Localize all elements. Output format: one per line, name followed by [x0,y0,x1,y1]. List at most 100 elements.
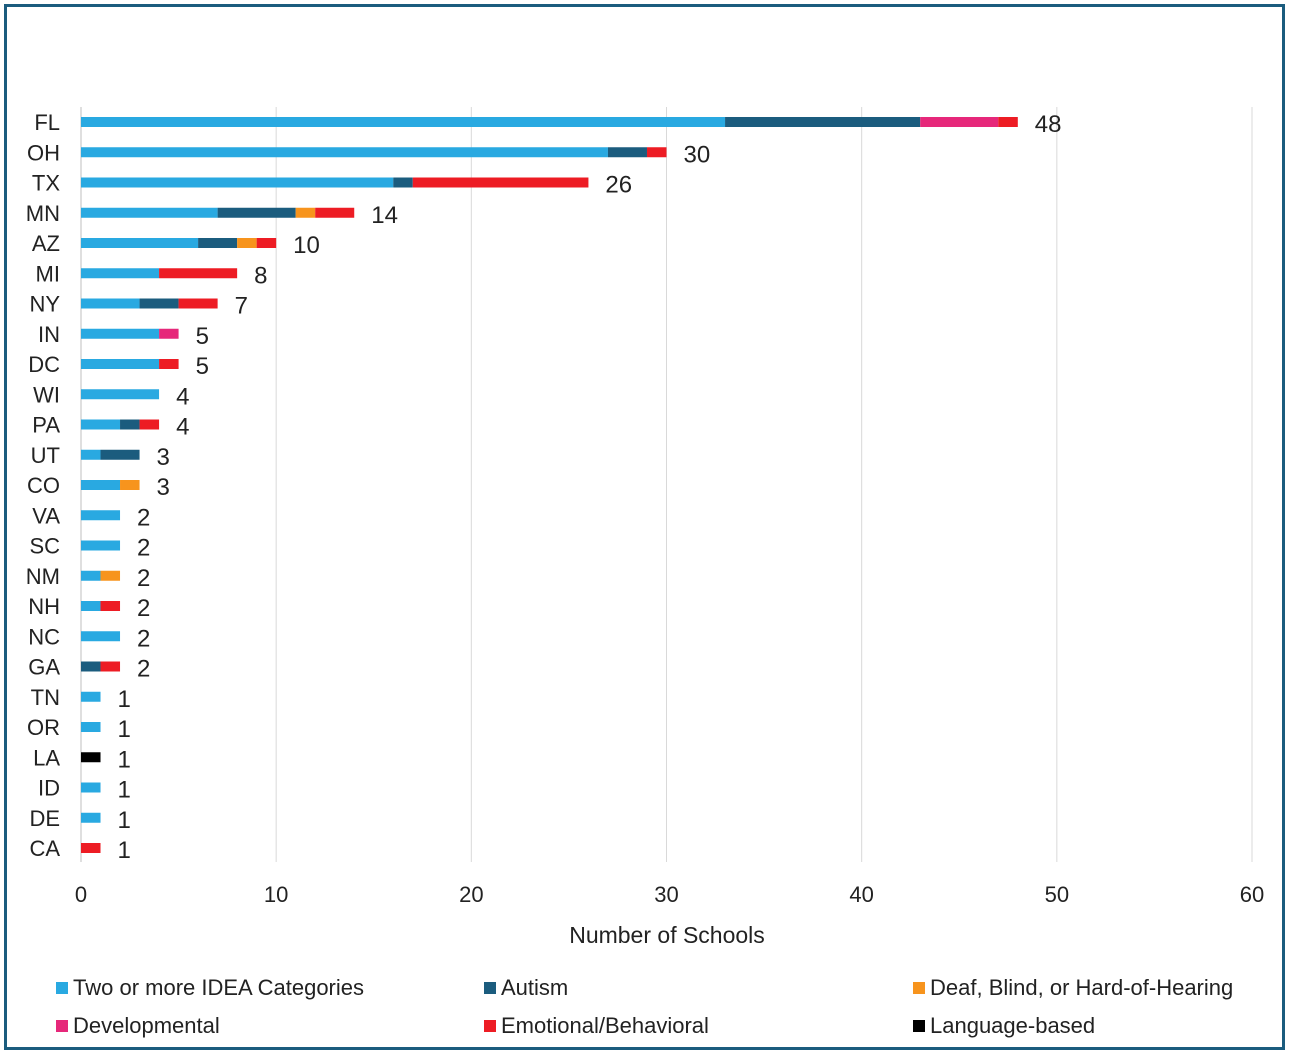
data-label: 26 [605,172,632,199]
bar-segment [81,752,101,763]
bar-segment [81,722,101,732]
data-label: 1 [118,686,131,713]
bar-segment [81,389,160,400]
data-label: 8 [254,262,267,289]
bar-segment [81,510,121,521]
bar-segment [159,268,238,279]
y-tick-label: FL [34,110,60,135]
bar-segment [81,359,160,369]
data-label: 2 [137,565,150,592]
bar-segment [646,147,667,158]
data-label: 4 [176,383,189,410]
bar-segment [100,661,121,672]
data-label: 3 [157,474,170,501]
y-tick-label: SC [29,534,60,559]
bar-segment [81,117,726,127]
bar-segment [237,238,257,248]
bar-segment [139,298,179,309]
bar-segment [81,691,101,702]
bar-segment [100,449,140,460]
data-label: 2 [137,504,150,531]
bar-segment [81,207,218,218]
y-tick-label: UT [31,443,60,468]
data-label: 2 [137,656,150,683]
data-label: 2 [137,625,150,652]
y-tick-label: OR [27,715,60,740]
bar-segment [100,601,121,611]
bar-segment [81,843,101,853]
bar-segment [81,661,101,672]
x-axis-title: Number of Schools [569,922,765,948]
bar-segment [81,298,140,309]
data-label: 3 [157,444,170,471]
y-tick-label: MN [26,201,60,226]
y-tick-label: ID [38,776,60,801]
y-tick-label: TX [32,171,60,196]
data-label: 48 [1035,111,1062,138]
data-label: 1 [118,746,131,773]
bar-segment [81,419,121,430]
bar-segment [159,359,179,369]
bar-segment [393,177,413,188]
bar-segment [81,782,101,793]
bar-segment [81,570,101,581]
y-tick-label: CA [29,836,60,861]
data-label: 2 [137,535,150,562]
bar-segment [315,207,355,218]
x-tick-label: 40 [849,882,873,907]
data-label: 1 [118,837,131,864]
bar-segment [139,419,160,430]
y-tick-label: VA [32,503,60,528]
y-tick-label: DC [28,352,60,377]
x-tick-label: 10 [264,882,288,907]
data-label: 1 [118,716,131,743]
bar-segment [81,449,101,460]
y-tick-label: MI [36,261,60,286]
x-tick-label: 30 [654,882,678,907]
data-label: 30 [684,141,711,168]
x-tick-label: 20 [459,882,483,907]
bar-segment [920,117,999,127]
bar-segment [81,601,101,611]
data-label: 5 [196,323,209,350]
x-tick-label: 60 [1240,882,1264,907]
bar-segment [81,328,160,339]
bar-segment [81,540,121,551]
data-label: 10 [293,232,320,259]
bar-segment [998,117,1018,127]
y-tick-label: DE [29,806,60,831]
y-tick-label: NY [29,292,60,317]
y-tick-label: NH [28,594,60,619]
bar-segment [217,207,296,218]
bar-segment [159,328,179,339]
bar-segment [81,147,608,158]
y-tick-label: WI [33,382,60,407]
y-tick-label: CO [27,473,60,498]
bar-segment [178,298,218,309]
y-tick-label: TN [31,685,60,710]
data-label: 5 [196,353,209,380]
data-label: 1 [118,777,131,804]
y-tick-label: GA [28,655,60,680]
x-tick-label: 50 [1045,882,1069,907]
bar-segment [412,177,589,188]
x-tick-label: 0 [75,882,87,907]
bar-segment [100,570,121,581]
bar-segment [295,207,316,218]
bar-segment [607,147,647,158]
y-tick-label: OH [27,140,60,165]
bar-segment [256,238,277,248]
bar-segment [198,238,238,248]
bar-segment [81,812,101,823]
data-label: 1 [118,807,131,834]
bar-segment [120,419,140,430]
y-tick-label: LA [33,745,60,770]
data-label: 7 [235,293,248,320]
y-tick-label: IN [38,322,60,347]
data-label: 4 [176,414,189,441]
y-tick-label: AZ [32,231,60,256]
y-tick-label: NC [28,624,60,649]
bar-segment [81,631,121,642]
bar-segment [81,177,394,188]
